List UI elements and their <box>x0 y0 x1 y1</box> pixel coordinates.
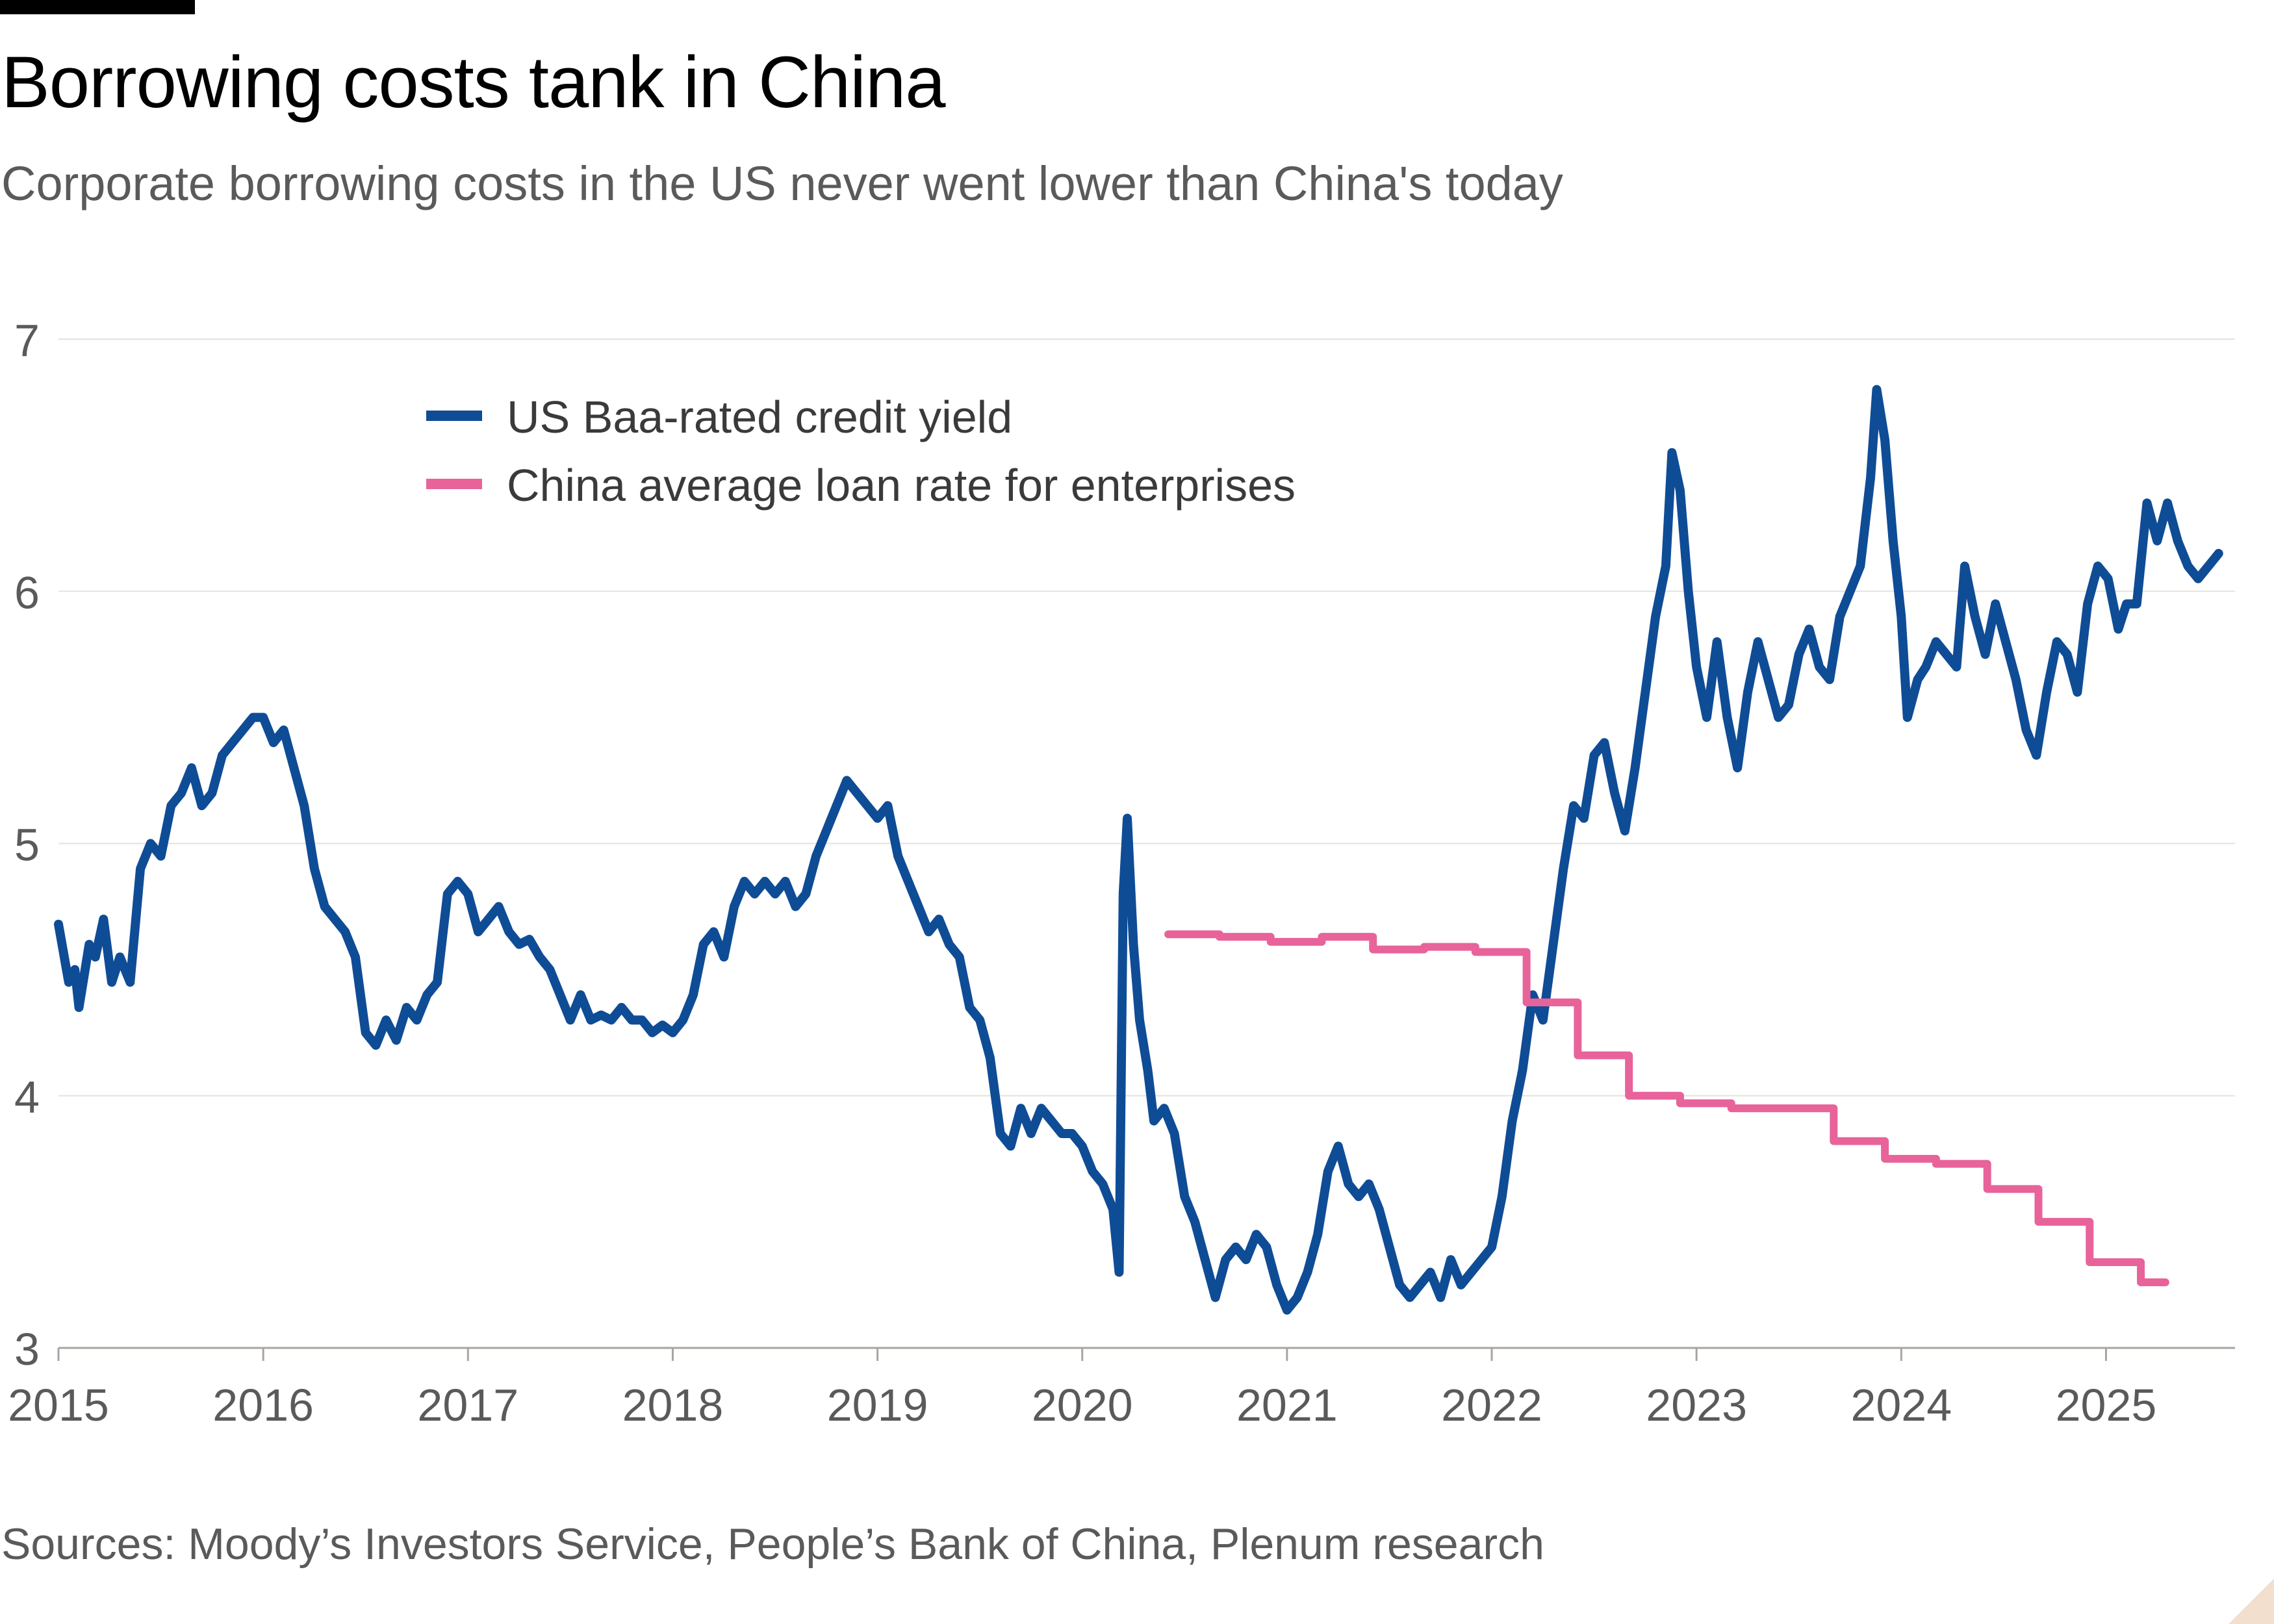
grid-lines <box>58 338 2235 1349</box>
brand-bar <box>0 0 195 14</box>
series-line-us-baa-yield <box>54 385 2223 1315</box>
x-tick-label: 2018 <box>622 1380 724 1430</box>
y-axis-tick-labels: 3 4 5 6 7 <box>14 315 40 1375</box>
x-tick-label: 2019 <box>827 1380 928 1430</box>
legend: US Baa-rated credit yield China average l… <box>426 392 1296 511</box>
source-note: Sources: Moody’s Investors Service, Peop… <box>1 1519 1544 1569</box>
x-axis-tick-labels: 2015 2016 2017 2018 2019 2020 2021 2022 2023 2024… <box>8 1348 2156 1430</box>
x-tick-label: 2017 <box>417 1380 518 1430</box>
x-tick-label: 2023 <box>1646 1380 1747 1430</box>
x-tick-label: 2020 <box>1032 1380 1133 1430</box>
corner-fold <box>2229 1579 2274 1624</box>
x-tick-label: 2024 <box>1850 1380 1952 1430</box>
y-tick-label: 4 <box>14 1072 40 1123</box>
y-tick-label: 5 <box>14 820 40 870</box>
x-tick-label: 2016 <box>212 1380 314 1430</box>
page-subtitle: Corporate borrowing costs in the US neve… <box>1 157 1563 210</box>
legend-swatch <box>426 479 482 489</box>
x-tick-label: 2022 <box>1441 1380 1542 1430</box>
x-tick-label: 2025 <box>2056 1380 2157 1430</box>
series-line-china-loan-rate <box>1164 930 2169 1287</box>
x-tick-label: 2021 <box>1236 1380 1338 1430</box>
y-tick-label: 7 <box>14 315 40 366</box>
legend-label: China average loan rate for enterprises <box>507 460 1296 511</box>
legend-label: US Baa-rated credit yield <box>507 392 1012 442</box>
page-title: Borrowing costs tank in China <box>1 42 946 123</box>
x-tick-label: 2015 <box>8 1380 109 1430</box>
y-tick-label: 3 <box>14 1324 40 1375</box>
y-tick-label: 6 <box>14 567 40 618</box>
series-lines <box>54 385 2223 1315</box>
legend-swatch <box>426 411 482 421</box>
